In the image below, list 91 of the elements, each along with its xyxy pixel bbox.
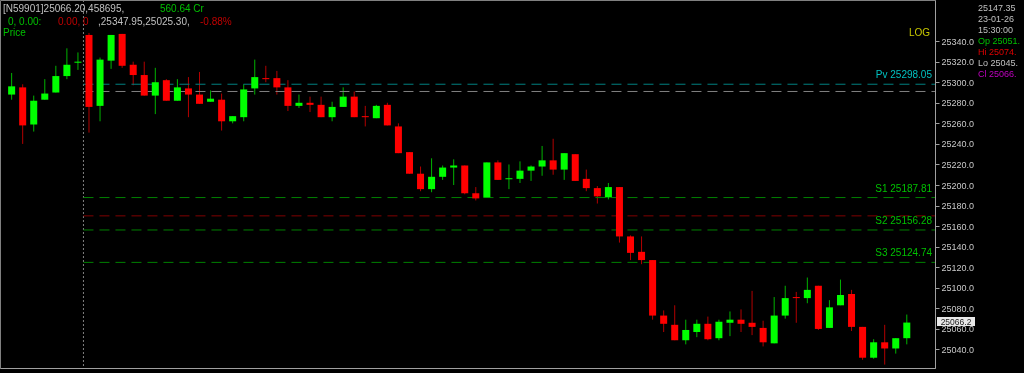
candlestick	[582, 169, 590, 192]
ref-line-label: S1 25187.81	[875, 182, 933, 194]
annotation: LOG	[908, 27, 931, 38]
candlestick	[151, 67, 159, 115]
text: 15:30:00	[978, 25, 1014, 35]
candlestick	[196, 71, 203, 105]
y-tick-label: 25320.0	[941, 57, 975, 68]
candlestick	[273, 70, 281, 96]
candlestick	[405, 151, 413, 175]
candlestick	[74, 51, 82, 71]
candlestick	[627, 234, 635, 261]
candlestick	[63, 47, 71, 80]
candlestick	[306, 96, 314, 113]
ref-line-label: S3 25124.74	[875, 247, 933, 259]
candlestick	[8, 72, 16, 101]
candlestick	[881, 324, 889, 366]
candlestick	[162, 78, 170, 102]
annotation: -0.88%	[200, 16, 232, 27]
y-tick-label: 25240.0	[941, 139, 975, 150]
candlestick	[339, 86, 347, 108]
y-tick-label: 25180.0	[941, 201, 975, 212]
text: Lo 25045.	[978, 58, 1019, 68]
candlestick	[825, 299, 833, 329]
candlestick	[836, 279, 844, 306]
annotation: Price	[3, 27, 27, 38]
candlestick	[41, 78, 49, 101]
candlestick	[173, 78, 181, 102]
candlestick	[30, 95, 38, 133]
y-tick-label: 25040.0	[941, 345, 975, 355]
candlestick	[450, 158, 458, 186]
annotation: [N59901]25066.20,458695,	[3, 3, 125, 14]
candlestick	[428, 157, 436, 193]
candlestick	[218, 93, 226, 132]
y-tick-label: 25140.0	[941, 242, 975, 253]
y-tick-label: 25120.0	[941, 262, 975, 273]
candlestick	[803, 277, 811, 304]
ref-line-label: S2 25156.28	[875, 214, 933, 226]
candlestick	[671, 304, 679, 341]
y-tick-label: 25080.0	[941, 303, 975, 314]
candlestick	[737, 308, 745, 333]
candlestick	[660, 309, 668, 333]
y-tick-label: 25100.0	[941, 283, 975, 294]
candlestick	[262, 65, 270, 83]
text: Op 25051.	[978, 36, 1021, 46]
y-tick-label: 25200.0	[941, 180, 975, 191]
candlestick	[870, 338, 878, 360]
y-tick-label: 25160.0	[941, 221, 975, 232]
candlestick	[284, 79, 292, 112]
text: Hi 25074.	[978, 47, 1017, 57]
y-tick-label: 25260.0	[941, 118, 975, 129]
candlestick	[549, 138, 557, 176]
text: 25066.2	[940, 316, 972, 327]
candlestick	[184, 76, 192, 118]
candlestick	[129, 61, 137, 86]
candlestick	[638, 235, 646, 265]
candlestick	[505, 163, 513, 190]
candlestick	[748, 290, 756, 336]
candlestick	[494, 159, 502, 181]
candlestick	[295, 94, 303, 109]
annotation: ,25347.95,25025.30,	[98, 16, 190, 27]
candlestick	[903, 314, 911, 345]
y-tick-label: 25280.0	[941, 98, 975, 109]
candlestick	[726, 310, 734, 337]
candlestick	[140, 61, 148, 97]
y-tick-label: 25060.0	[941, 324, 975, 335]
candlestick	[516, 160, 524, 184]
text: 23-01-26	[978, 14, 1015, 24]
text: Cl 25066.	[978, 69, 1017, 79]
candlestick	[361, 105, 369, 127]
candlestick	[350, 90, 358, 118]
candlestick	[781, 285, 789, 320]
candlestick	[417, 166, 425, 192]
annotation: 0, 0.00:	[8, 16, 42, 27]
candlestick	[715, 319, 723, 341]
y-tick-label: 25340.0	[941, 36, 975, 47]
ref-line-label: Pv 25298.05	[875, 69, 933, 81]
y-tick-label: 25220.0	[941, 159, 975, 170]
y-tick-label: 25300.0	[941, 77, 975, 88]
candlestick	[792, 291, 800, 324]
candlestick	[704, 316, 712, 341]
candlestick	[328, 101, 336, 122]
candlestick	[759, 320, 767, 347]
candlestick	[538, 145, 546, 177]
annotation: 560.64 Cr	[160, 3, 205, 14]
candlestick	[560, 152, 568, 181]
candlestick	[527, 165, 535, 182]
candlestick	[52, 65, 60, 94]
annotation: 0.00, 0	[58, 16, 90, 27]
candlestick	[682, 319, 690, 345]
candlestick	[251, 59, 259, 96]
text: 25147.35	[978, 3, 1016, 13]
